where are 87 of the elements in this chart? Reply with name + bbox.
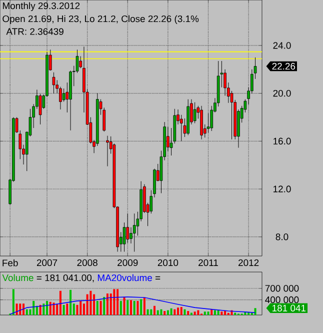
bar: [136, 300, 139, 315]
bar: [120, 300, 122, 315]
bar: [197, 310, 200, 315]
line-series: [10, 296, 256, 315]
bar: [130, 300, 132, 315]
bar: [133, 300, 136, 315]
annotation: = 181 041.00,: [36, 274, 94, 282]
bar: [59, 290, 62, 315]
bar: [52, 302, 55, 315]
y-tick-label: 8.0: [276, 234, 288, 240]
bar: [86, 294, 88, 315]
bar: [217, 310, 220, 315]
x-tick-label: 2009: [118, 259, 138, 266]
candlestick: [126, 213, 130, 244]
x-tick-label: 2008: [77, 259, 98, 266]
bar: [96, 300, 98, 315]
x-tick-label: 2007: [36, 259, 58, 266]
bar: [62, 304, 65, 315]
bar: [100, 300, 102, 315]
bar: [70, 290, 72, 315]
bar: [254, 308, 256, 315]
bar: [156, 310, 159, 315]
bar: [76, 304, 78, 315]
bar: [103, 296, 106, 315]
bar: [66, 304, 68, 315]
bar: [90, 290, 92, 315]
x-tick-label: 2011: [198, 259, 218, 266]
bar: [16, 304, 18, 315]
text: 22.26: [272, 62, 296, 70]
y-tick-label: 20.0: [273, 90, 291, 97]
bar: [39, 304, 42, 315]
bar: [22, 304, 25, 315]
bar: [180, 307, 182, 315]
bar: [123, 296, 126, 315]
bar: [174, 309, 176, 315]
bar: [146, 309, 149, 315]
bar: [160, 309, 162, 315]
x-tick-label: Feb: [2, 259, 18, 266]
bar: [80, 300, 82, 315]
bar: [12, 289, 14, 315]
bar: [204, 312, 206, 315]
bar: [42, 304, 45, 315]
bar: [26, 309, 28, 315]
candlestick: [38, 94, 42, 125]
candlestick: [132, 213, 136, 252]
candlestick: [193, 102, 196, 124]
bar: [116, 289, 119, 315]
bar: [214, 310, 216, 315]
bar: [164, 311, 166, 315]
y-tick-label: 16.0: [274, 138, 291, 145]
bar: [166, 310, 169, 315]
annotation: =: [156, 276, 160, 280]
y-tick-label: 400 000: [265, 296, 299, 304]
bar: [32, 300, 35, 315]
bar: [187, 311, 190, 315]
text: Open 21.69, Hi 23, Lo 21.2, Close 22.26 (3.1%: [2, 15, 199, 24]
bar: [154, 306, 156, 315]
y-tick-label: 700 000: [265, 285, 299, 292]
bar: [106, 294, 108, 315]
bar: [184, 309, 186, 315]
x-tick-label: 2010: [158, 259, 178, 266]
bar: [140, 299, 142, 315]
bar: [207, 312, 210, 315]
bar: [46, 300, 48, 315]
y-tick-label: 12.0: [274, 186, 291, 192]
series-label: Volume: [2, 274, 34, 282]
bar: [177, 308, 180, 315]
bar: [224, 311, 226, 315]
bar: [126, 300, 129, 315]
text: 181 041: [272, 304, 306, 312]
annotation: ATR: 2.36439: [6, 28, 64, 35]
candlestick: [52, 72, 56, 94]
bar: [220, 312, 223, 315]
bar: [150, 309, 152, 315]
bar: [170, 308, 172, 315]
y-tick-label: 24.0: [273, 42, 291, 49]
bar: [194, 312, 196, 315]
bar: [113, 289, 116, 315]
candlestick: [106, 136, 109, 167]
x-tick-label: 2012: [238, 259, 259, 266]
bar: [210, 309, 213, 315]
series-label: MA20volume: [98, 274, 152, 282]
chart-title: Monthly 29.3.2012: [2, 2, 80, 12]
bar: [19, 304, 22, 315]
bar: [143, 297, 146, 315]
bar: [49, 302, 52, 315]
bar: [93, 294, 96, 315]
